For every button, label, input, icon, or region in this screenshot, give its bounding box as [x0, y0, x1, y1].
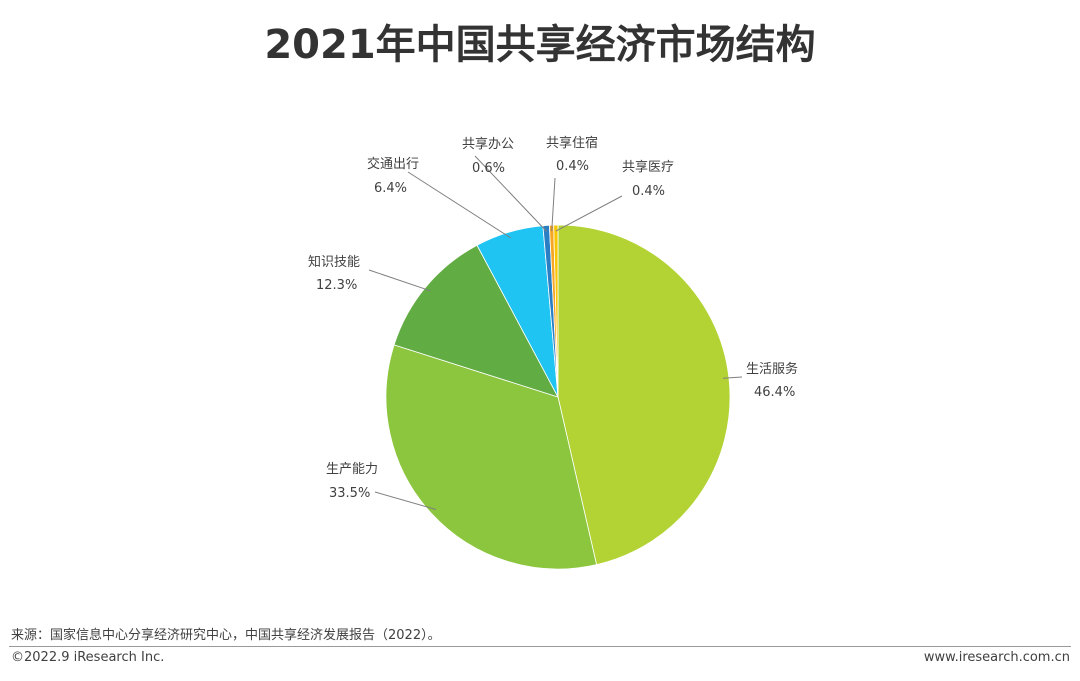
slice-value-label: 6.4%: [374, 181, 407, 196]
slice-name-label: 共享住宿: [546, 135, 598, 151]
slice-name-label: 共享办公: [462, 136, 514, 152]
leader-line-3: [368, 269, 431, 292]
pie-slice-7: [553, 224, 559, 398]
footer-divider: [9, 646, 1071, 647]
leader-line-1: [722, 376, 743, 379]
pie-slice-3: [393, 244, 559, 398]
slice-value-label: 12.3%: [316, 278, 357, 293]
slice-name-label: 共享医疗: [622, 159, 674, 175]
copyright-text: ©2022.9 iResearch Inc.: [11, 650, 165, 665]
slice-value-label: 0.4%: [556, 159, 589, 174]
leader-line-6: [551, 177, 556, 232]
slice-name-label: 生产能力: [326, 462, 378, 477]
chart-title: 2021年中国共享经济市场结构: [264, 22, 816, 68]
leader-line-2: [374, 491, 437, 510]
pie-slice-2: [385, 344, 598, 570]
slice-value-label: 46.4%: [754, 385, 795, 400]
slice-value-label: 33.5%: [329, 486, 370, 501]
slice-name-label: 生活服务: [746, 361, 798, 377]
leader-line-5: [474, 155, 547, 232]
slice-name-label: 知识技能: [308, 254, 360, 270]
website-link[interactable]: www.iresearch.com.cn: [923, 650, 1070, 665]
leader-line-4: [407, 171, 511, 239]
pie-chart: 生活服务 46.4% 生产能力 33.5% 知识技能 12.3% 交通出行 6.4% 共享办公 0…: [308, 135, 798, 570]
leader-line-7: [555, 195, 623, 232]
slice-value-label: 0.6%: [472, 161, 505, 176]
slice-value-label: 0.4%: [632, 184, 665, 199]
source-note: 来源：国家信息中心分享经济研究中心，中国共享经济发展报告（2022）。: [11, 628, 441, 643]
slice-name-label: 交通出行: [367, 156, 419, 172]
